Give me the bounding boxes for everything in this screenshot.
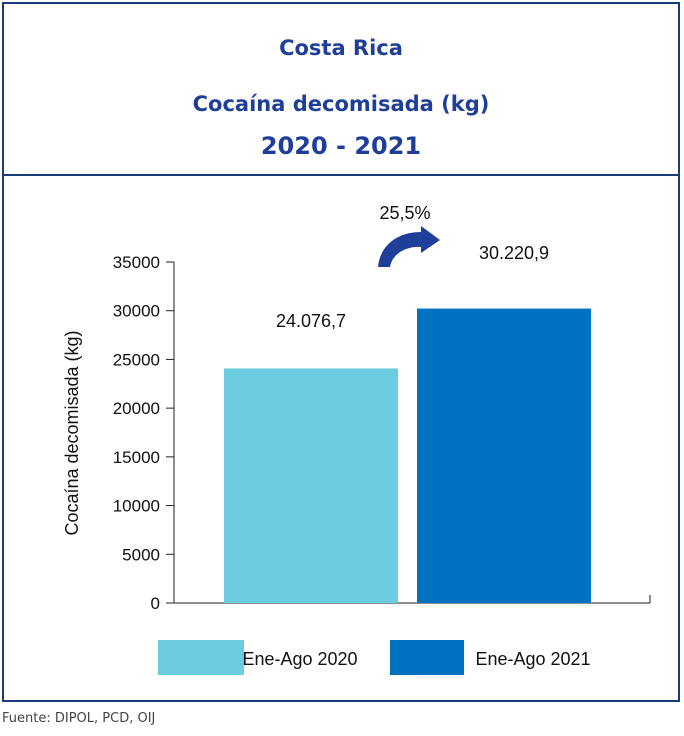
chart-period: 2020 - 2021	[260, 132, 422, 160]
legend-swatch-1	[158, 640, 244, 675]
y-tick-label-2: 10000	[113, 497, 160, 516]
bar-2	[417, 308, 591, 603]
y-tick-label-3: 15000	[113, 448, 160, 467]
data-label-2: 30.220,9	[479, 243, 549, 263]
y-tick-label-6: 30000	[113, 302, 160, 321]
y-tick-label-7: 35000	[113, 253, 160, 272]
bar-1	[224, 368, 398, 603]
legend-swatch-2	[390, 640, 464, 675]
y-axis-label: Cocaína decomisada (kg)	[62, 330, 82, 535]
y-tick-label-5: 25000	[113, 350, 160, 369]
chart-title: Costa Rica	[279, 36, 403, 60]
legend-label-1: Ene-Ago 2020	[242, 649, 357, 669]
y-tick-label-0: 0	[151, 594, 160, 613]
data-label-1: 24.076,7	[276, 311, 346, 331]
source-note: Fuente: DIPOL, PCD, OIJ	[2, 711, 156, 726]
chart-header: Costa Rica Cocaína decomisada (kg) 2020 …	[4, 4, 678, 176]
legend-label-2: Ene-Ago 2021	[475, 649, 590, 669]
growth-annotation: 25,5%	[379, 203, 430, 223]
y-tick-label-4: 20000	[113, 399, 160, 418]
curved-arrow-icon	[378, 226, 440, 267]
y-tick-label-1: 5000	[122, 545, 160, 564]
chart-frame: Costa Rica Cocaína decomisada (kg) 2020 …	[2, 2, 680, 702]
chart-subtitle: Cocaína decomisada (kg)	[192, 92, 490, 116]
